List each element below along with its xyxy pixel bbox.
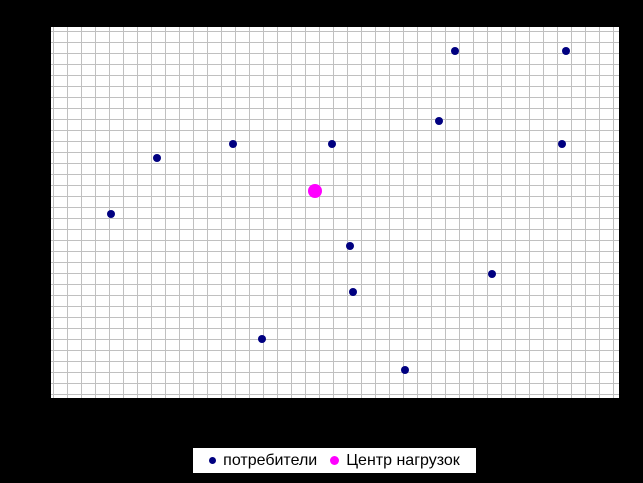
load-center-marker-icon [330, 456, 340, 465]
consumers-point [153, 154, 162, 162]
consumers-point [346, 242, 355, 251]
consumers-point [349, 288, 358, 297]
legend-label-load-center: Центр нагрузок [346, 451, 460, 469]
legend-item-consumers: потребители [209, 451, 318, 469]
consumers-point [557, 139, 566, 148]
consumers-point [258, 334, 267, 343]
consumers-point [434, 116, 443, 125]
load-center-point [308, 184, 323, 199]
legend-label-consumers: потребители [223, 451, 318, 469]
plot-area [51, 27, 619, 398]
chart-legend: потребители Центр нагрузок [192, 447, 477, 474]
consumers-point [487, 269, 496, 278]
consumers-point [400, 366, 409, 375]
consumers-point [107, 210, 116, 219]
legend-item-load-center: Центр нагрузок [330, 451, 460, 469]
consumers-point [328, 139, 337, 148]
consumers-point [561, 47, 570, 56]
consumers-point [228, 139, 237, 148]
consumers-point [451, 47, 460, 56]
consumers-marker-icon [209, 457, 217, 464]
